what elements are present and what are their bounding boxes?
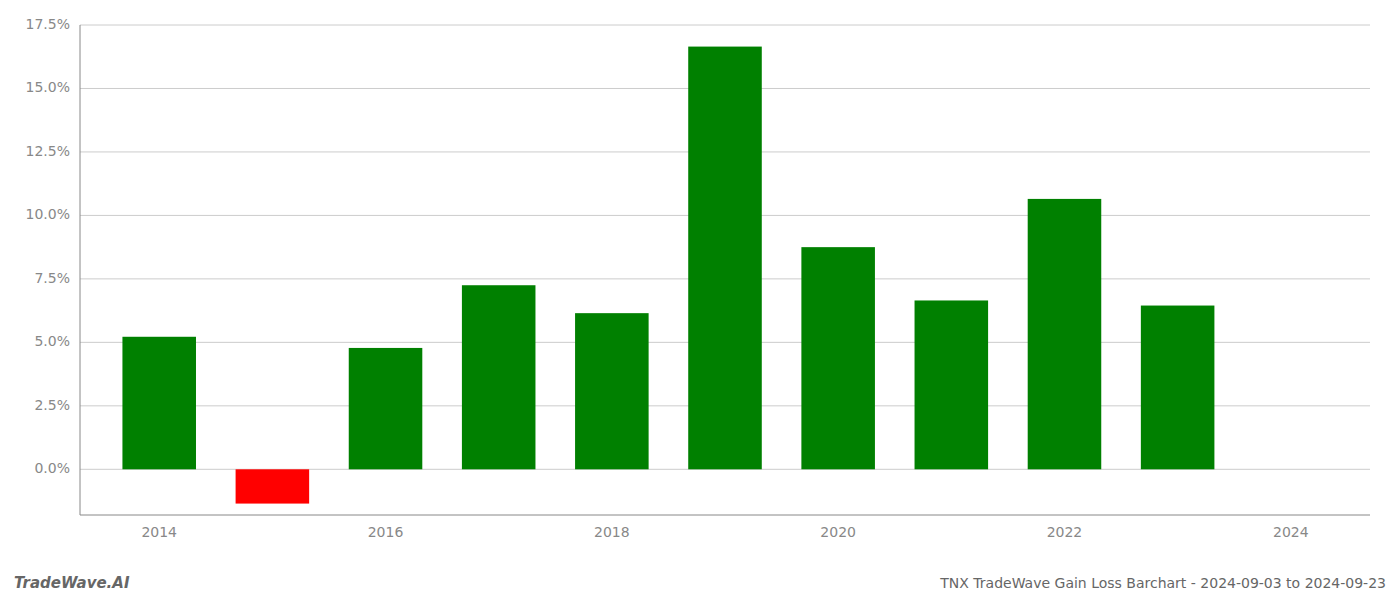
bar [915, 300, 989, 469]
x-tick-labels: 2014 2016 2018 2020 2022 2024 [141, 524, 1308, 540]
y-tick-labels: 0.0% 2.5% 5.0% 7.5% 10.0% 12.5% 15.0% 17.5% [26, 16, 70, 476]
y-tick-label: 5.0% [34, 333, 70, 349]
bar [801, 247, 875, 469]
page: {"chart_data": {"type": "bar", "title": … [0, 0, 1400, 600]
bar [688, 47, 762, 470]
bar [122, 337, 196, 470]
y-tick-label: 7.5% [34, 270, 70, 286]
bar [575, 313, 649, 469]
x-tick-label: 2022 [1047, 524, 1083, 540]
x-tick-label: 2020 [820, 524, 856, 540]
x-axis-line [80, 515, 1370, 516]
y-tick-label: 17.5% [26, 16, 70, 32]
y-tick-label: 15.0% [26, 79, 70, 95]
y-tick-label: 12.5% [26, 143, 70, 159]
y-axis-line [80, 25, 81, 515]
y-tick-label: 2.5% [34, 397, 70, 413]
bar [462, 285, 536, 469]
x-tick-label: 2024 [1273, 524, 1309, 540]
y-tick-label: 0.0% [34, 460, 70, 476]
chart: 0.0% 2.5% 5.0% 7.5% 10.0% 12.5% 15.0% 17.5% 2014… [0, 0, 1400, 600]
bar [1028, 199, 1102, 469]
x-tick-label: 2018 [594, 524, 630, 540]
bar [1141, 306, 1215, 470]
x-tick-label: 2014 [141, 524, 177, 540]
y-tick-label: 10.0% [26, 206, 70, 222]
title: TNX TradeWave Gain Loss Barchart - 2024-… [939, 575, 1386, 591]
footer-left: TradeWave.AI [14, 574, 130, 592]
x-tick-label: 2016 [368, 524, 404, 540]
grid [80, 25, 1370, 469]
bar [349, 348, 423, 469]
bar [236, 469, 310, 503]
bars [122, 47, 1214, 504]
grid-line [80, 25, 1370, 26]
